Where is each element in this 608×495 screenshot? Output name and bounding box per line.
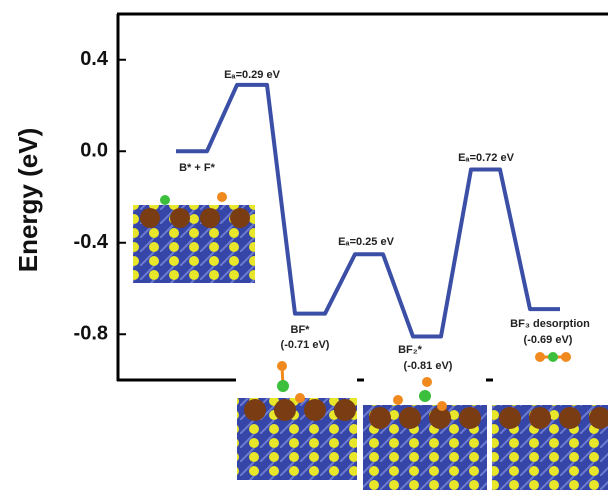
structure	[492, 352, 608, 490]
annotation: Eₐ=0.72 eV	[458, 152, 514, 164]
annotation: BF₃ desorption	[510, 318, 590, 330]
annotation: (-0.69 eV)	[524, 334, 573, 346]
annotation: Eₐ=0.29 eV	[224, 69, 280, 81]
energy-line	[176, 82, 560, 339]
structure-images	[133, 192, 608, 490]
annotation: BF*	[291, 324, 311, 336]
y-tick-label: 0.0	[80, 140, 108, 162]
structure	[363, 377, 487, 490]
y-tick-label: -0.4	[74, 231, 109, 253]
annotation: (-0.71 eV)	[281, 339, 330, 351]
axes	[116, 12, 608, 382]
y-axis-label: Energy (eV)	[13, 128, 43, 273]
y-tick-label: -0.8	[74, 323, 108, 345]
annotation: BF₂*	[398, 344, 423, 356]
structure	[133, 192, 255, 283]
structure	[237, 361, 357, 480]
annotation: Eₐ=0.25 eV	[338, 236, 394, 248]
y-tick-label: 0.4	[80, 48, 109, 70]
annotation: (-0.81 eV)	[404, 360, 453, 372]
annotation: B* + F*	[179, 162, 215, 174]
